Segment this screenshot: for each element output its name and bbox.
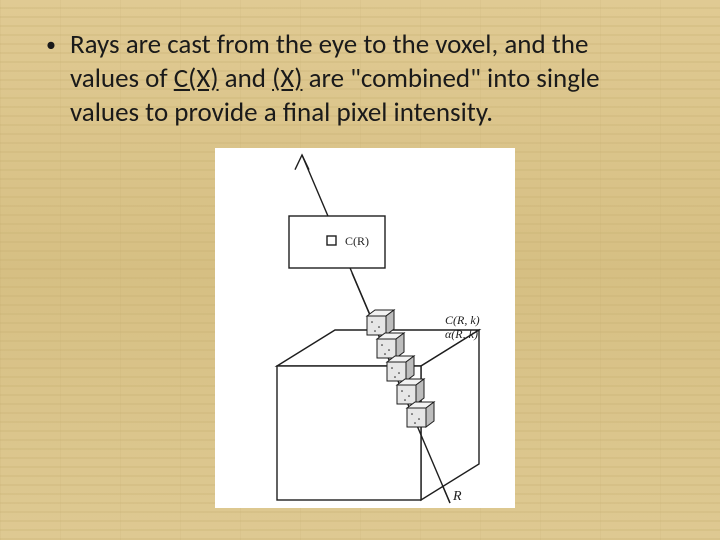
svg-text:α(R, k): α(R, k) — [445, 327, 478, 341]
bullet-text-cx: C(X) — [174, 62, 219, 95]
bullet-marker: • — [46, 28, 56, 62]
slide: • Rays are cast from the eye to the voxe… — [0, 0, 720, 540]
bullet-item: • Rays are cast from the eye to the voxe… — [46, 28, 660, 129]
svg-text:R: R — [452, 489, 462, 504]
bullet-text-x: (X) — [272, 62, 302, 95]
diagram-svg: C(R) C(R, k)α(R, k) R — [215, 148, 515, 508]
svg-text:C(R): C(R) — [345, 234, 369, 248]
raycasting-diagram: C(R) C(R, k)α(R, k) R — [215, 148, 515, 508]
svg-text:C(R, k): C(R, k) — [445, 313, 480, 327]
bullet-text-mid: and — [219, 62, 273, 95]
bullet-text: Rays are cast from the eye to the voxel,… — [70, 28, 660, 129]
